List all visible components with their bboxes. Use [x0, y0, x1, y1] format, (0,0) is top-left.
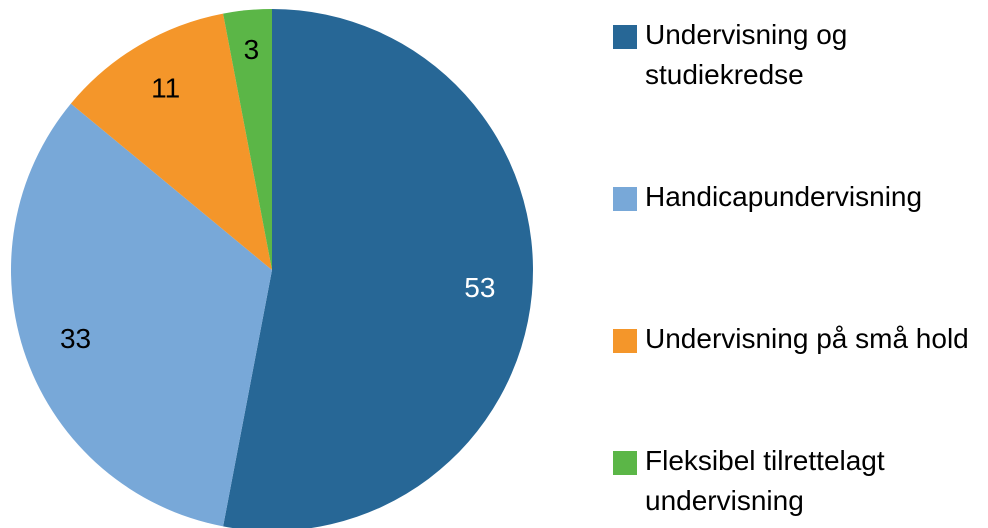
- legend-item: Undervisning og studiekredse: [613, 19, 847, 90]
- legend-item: Fleksibel tilrettelagt undervisning: [613, 445, 885, 516]
- legend-swatch: [613, 25, 637, 49]
- legend-swatch: [613, 329, 637, 353]
- legend-label: Handicapundervisning: [645, 181, 922, 212]
- legend-item: Undervisning på små hold: [613, 323, 969, 354]
- legend-swatch: [613, 451, 637, 475]
- pie-slice: [10, 103, 272, 527]
- legend-item: Handicapundervisning: [613, 181, 922, 212]
- pie-slice: [223, 9, 533, 528]
- data-label: 33: [60, 323, 91, 354]
- legend-label: Undervisning og studiekredse: [645, 19, 847, 90]
- legend-swatch: [613, 187, 637, 211]
- data-label: 11: [151, 73, 180, 104]
- legend-label: Undervisning på små hold: [645, 323, 969, 354]
- pie-slice: [70, 13, 272, 271]
- data-label: 53: [464, 272, 495, 303]
- data-label: 3: [244, 34, 260, 65]
- pie-slice: [223, 9, 272, 270]
- legend-label: Fleksibel tilrettelagt undervisning: [645, 445, 885, 516]
